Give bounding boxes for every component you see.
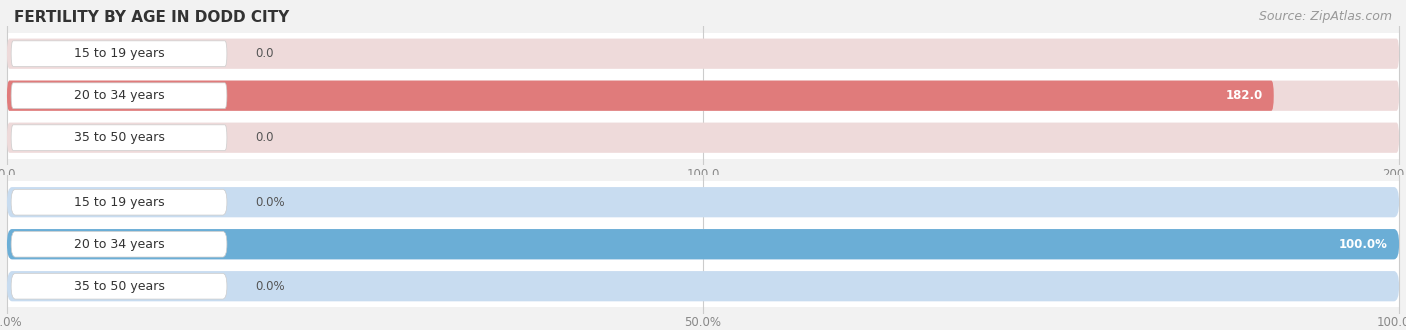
Bar [7, 33, 1399, 75]
Text: 0.0%: 0.0% [254, 280, 284, 293]
Bar [7, 181, 1399, 223]
Text: 0.0: 0.0 [254, 131, 273, 144]
Text: Source: ZipAtlas.com: Source: ZipAtlas.com [1258, 10, 1392, 23]
FancyBboxPatch shape [11, 273, 226, 299]
FancyBboxPatch shape [11, 83, 226, 109]
Text: 35 to 50 years: 35 to 50 years [73, 280, 165, 293]
Text: 15 to 19 years: 15 to 19 years [73, 47, 165, 60]
FancyBboxPatch shape [11, 41, 226, 67]
Text: 20 to 34 years: 20 to 34 years [73, 238, 165, 251]
FancyBboxPatch shape [11, 189, 226, 215]
FancyBboxPatch shape [7, 39, 1399, 69]
Text: 15 to 19 years: 15 to 19 years [73, 196, 165, 209]
Text: 35 to 50 years: 35 to 50 years [73, 131, 165, 144]
Text: 0.0%: 0.0% [254, 196, 284, 209]
FancyBboxPatch shape [7, 187, 1399, 217]
Bar [7, 265, 1399, 307]
FancyBboxPatch shape [7, 229, 1399, 259]
FancyBboxPatch shape [7, 122, 1399, 153]
Text: 0.0: 0.0 [254, 47, 273, 60]
Text: 182.0: 182.0 [1226, 89, 1263, 102]
Text: 100.0%: 100.0% [1339, 238, 1388, 251]
FancyBboxPatch shape [11, 125, 226, 150]
Bar [7, 75, 1399, 117]
FancyBboxPatch shape [11, 231, 226, 257]
Text: FERTILITY BY AGE IN DODD CITY: FERTILITY BY AGE IN DODD CITY [14, 10, 290, 25]
Bar [7, 223, 1399, 265]
FancyBboxPatch shape [7, 81, 1274, 111]
FancyBboxPatch shape [7, 229, 1399, 259]
FancyBboxPatch shape [7, 271, 1399, 301]
Bar [7, 117, 1399, 159]
Text: 20 to 34 years: 20 to 34 years [73, 89, 165, 102]
FancyBboxPatch shape [7, 81, 1399, 111]
